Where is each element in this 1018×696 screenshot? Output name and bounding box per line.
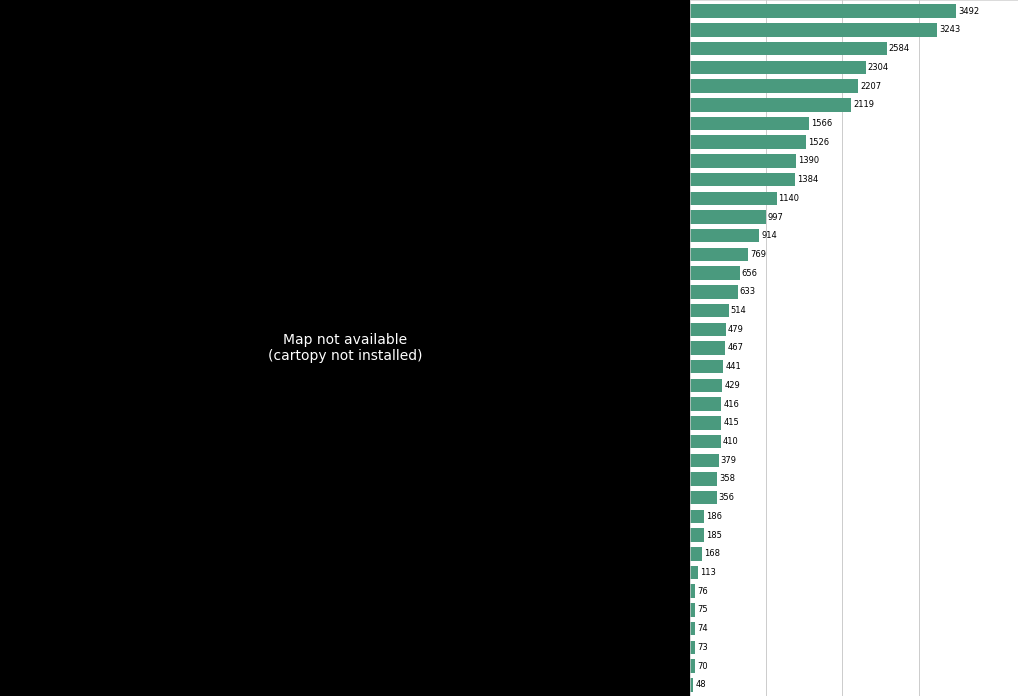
Bar	[689, 528, 703, 541]
Bar	[689, 360, 724, 374]
Text: 3243: 3243	[940, 26, 960, 34]
Bar	[689, 435, 721, 448]
Bar	[689, 23, 938, 37]
Text: 914: 914	[761, 231, 777, 240]
Text: 2304: 2304	[867, 63, 889, 72]
Text: 429: 429	[724, 381, 740, 390]
Bar	[689, 509, 703, 523]
Bar	[689, 491, 717, 505]
Text: 467: 467	[727, 344, 743, 352]
Bar	[689, 267, 740, 280]
Bar	[689, 379, 723, 392]
Bar	[689, 136, 806, 149]
Text: 2119: 2119	[853, 100, 874, 109]
Bar	[689, 397, 722, 411]
Bar	[689, 603, 695, 617]
Text: 1390: 1390	[798, 157, 818, 166]
Bar	[689, 341, 725, 355]
Bar	[689, 454, 719, 467]
Text: 441: 441	[725, 362, 741, 371]
Text: 76: 76	[697, 587, 709, 596]
Text: 356: 356	[719, 493, 735, 503]
Text: 73: 73	[697, 643, 708, 652]
Text: Map not available
(cartopy not installed): Map not available (cartopy not installed…	[268, 333, 422, 363]
Text: 2207: 2207	[860, 81, 882, 90]
Text: 1140: 1140	[779, 193, 799, 203]
Bar	[689, 117, 809, 130]
Text: 410: 410	[723, 437, 739, 446]
Text: 1566: 1566	[811, 119, 833, 128]
Text: 997: 997	[768, 212, 784, 221]
Bar	[689, 659, 695, 673]
Text: 74: 74	[697, 624, 708, 633]
Bar	[689, 547, 702, 560]
Text: 379: 379	[721, 456, 736, 465]
Text: 358: 358	[719, 475, 735, 484]
Text: 168: 168	[704, 549, 721, 558]
Text: 48: 48	[695, 680, 705, 689]
Text: 2584: 2584	[889, 44, 910, 53]
Text: 479: 479	[728, 325, 744, 334]
Text: 3492: 3492	[958, 7, 979, 16]
Text: 185: 185	[705, 530, 722, 539]
Bar	[689, 640, 695, 654]
Bar	[689, 416, 722, 429]
Bar	[689, 622, 695, 635]
Text: 415: 415	[723, 418, 739, 427]
Text: 75: 75	[697, 606, 708, 615]
Text: 113: 113	[700, 568, 716, 577]
Bar	[689, 585, 695, 598]
Bar	[689, 472, 717, 486]
Bar	[689, 322, 726, 336]
Text: 656: 656	[742, 269, 757, 278]
Bar	[689, 210, 766, 224]
Text: 186: 186	[705, 512, 722, 521]
Bar	[689, 248, 748, 261]
Bar	[689, 79, 858, 93]
Text: 70: 70	[697, 662, 708, 670]
Bar	[689, 155, 796, 168]
Text: 1526: 1526	[808, 138, 830, 147]
Bar	[689, 191, 777, 205]
Text: 769: 769	[750, 250, 767, 259]
Bar	[689, 304, 729, 317]
Bar	[689, 42, 887, 56]
Text: 514: 514	[731, 306, 746, 315]
Text: 633: 633	[740, 287, 756, 296]
Bar	[689, 98, 851, 111]
Bar	[689, 229, 759, 242]
Bar	[689, 566, 698, 579]
Bar	[689, 173, 795, 187]
Text: 1384: 1384	[797, 175, 818, 184]
Bar	[689, 285, 738, 299]
Text: 416: 416	[724, 400, 739, 409]
Bar	[689, 678, 693, 692]
Bar	[689, 61, 865, 74]
Bar	[689, 4, 956, 18]
